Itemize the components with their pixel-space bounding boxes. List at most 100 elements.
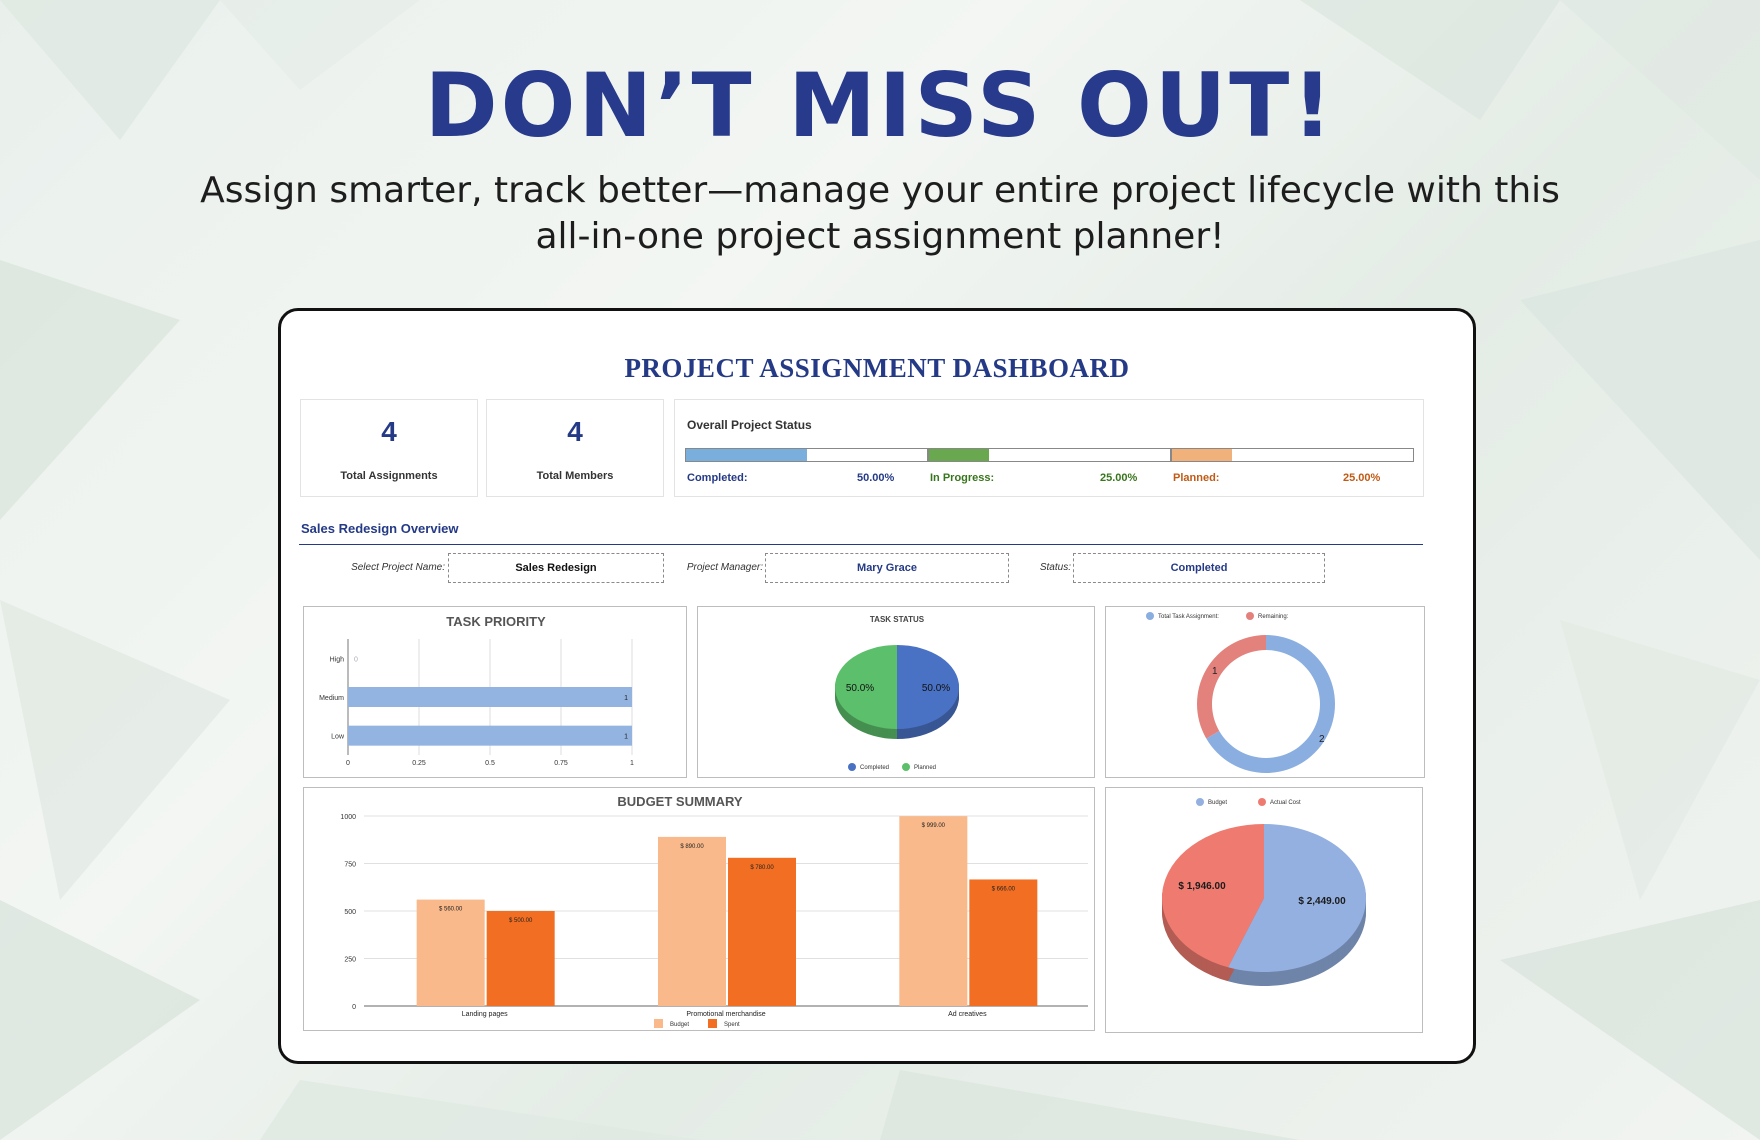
- y-tick-label: 0: [352, 1004, 356, 1011]
- data-label: $ 890.00: [680, 844, 704, 850]
- pie-slice-actual-cost: [1162, 824, 1264, 968]
- bar-spent: [969, 879, 1038, 1006]
- y-tick-label: 250: [344, 957, 356, 964]
- legend-swatch: [1196, 798, 1204, 806]
- bar-budget: [658, 836, 726, 1006]
- kpi-value: 4: [381, 416, 397, 447]
- task-status-chart: TASK STATUS 50.0% 50.0% Completed Planned: [697, 606, 1095, 778]
- kpi-total-members: 4 Total Members: [486, 399, 664, 497]
- overall-status-title: Overall Project Status: [687, 418, 812, 432]
- y-tick-label: Medium: [319, 695, 344, 702]
- project-name-label: Select Project Name:: [351, 562, 445, 573]
- bar-spent: [728, 857, 796, 1006]
- y-tick-label: 500: [344, 909, 356, 916]
- chart-title: TASK STATUS: [870, 615, 925, 624]
- dashboard-card: PROJECT ASSIGNMENT DASHBOARD 4 Total Ass…: [278, 308, 1476, 1064]
- section-title: Sales Redesign Overview: [301, 521, 459, 536]
- slice-label: 50.0%: [846, 683, 874, 694]
- y-tick-label: 1000: [340, 814, 356, 821]
- legend-swatch: [708, 1019, 717, 1028]
- project-manager-label: Project Manager:: [686, 562, 763, 573]
- status-bar-completed: [685, 448, 928, 462]
- bar-budget: [416, 899, 485, 1006]
- hero-title: DON’T MISS OUT!: [424, 54, 1336, 157]
- data-label: 1: [624, 695, 628, 702]
- bar-budget: [899, 816, 968, 1006]
- budget-summary-svg: BUDGET SUMMARY 0 250 500 750 1000 $ 560.00 $ 50…: [340, 794, 1088, 1028]
- overall-status-panel: Overall Project Status Completed: 50.00%…: [674, 399, 1424, 497]
- legend-swatch: [902, 763, 910, 771]
- task-priority-chart: TASK PRIORITY 0 0.25 0.5 0.75 1 High 0 Medium 1 Lo…: [303, 606, 687, 778]
- project-manager-field[interactable]: Mary Grace: [765, 553, 1009, 583]
- chart-title: BUDGET SUMMARY: [617, 794, 743, 809]
- slice-label: 1: [1212, 666, 1218, 677]
- task-assignment-donut: Total Task Assignment: Remaining: 2 1: [1105, 606, 1425, 778]
- legend-label: Completed: [860, 765, 889, 771]
- x-tick-label: 1: [630, 760, 634, 767]
- project-name-select[interactable]: Sales Redesign: [448, 553, 664, 583]
- data-label: $ 500.00: [509, 918, 533, 924]
- status-value-planned: 25.00%: [1343, 472, 1381, 484]
- task-status-svg: TASK STATUS 50.0% 50.0% Completed Planned: [835, 615, 959, 771]
- x-tick-label: Ad creatives: [948, 1011, 987, 1018]
- kpi-total-assignments: 4 Total Assignments: [300, 399, 478, 497]
- budget-summary-chart: BUDGET SUMMARY 0 250 500 750 1000 $ 560.00 $ 50…: [303, 787, 1095, 1031]
- legend-swatch: [1258, 798, 1266, 806]
- task-assignment-svg: Total Task Assignment: Remaining: 2 1: [1146, 612, 1335, 773]
- pie-slice-planned: [835, 645, 897, 729]
- legend-label: Remaining:: [1258, 614, 1289, 620]
- bar-low: [348, 725, 632, 746]
- y-tick-label: 750: [344, 862, 356, 869]
- x-tick-label: 0.5: [485, 760, 495, 767]
- slice-label: 2: [1319, 734, 1325, 745]
- legend-swatch: [1146, 612, 1154, 620]
- legend-swatch: [1246, 612, 1254, 620]
- status-bar-fill: [929, 449, 990, 461]
- x-tick-label: 0: [346, 760, 350, 767]
- legend-swatch: [848, 763, 856, 771]
- status-bar-planned: [1171, 448, 1414, 462]
- data-label: $ 780.00: [750, 865, 774, 871]
- slice-label: $ 2,449.00: [1298, 896, 1346, 907]
- kpi-value: 4: [567, 416, 583, 447]
- dashboard-title: PROJECT ASSIGNMENT DASHBOARD: [624, 353, 1130, 383]
- legend-label: Budget: [1208, 800, 1227, 806]
- status-bar-fill: [686, 449, 807, 461]
- y-tick-label: High: [330, 656, 345, 663]
- x-tick-label: 0.25: [412, 760, 426, 767]
- data-label: 1: [624, 734, 628, 741]
- bar-medium: [348, 687, 632, 707]
- status-bar-fill: [1172, 449, 1233, 461]
- legend-swatch: [654, 1019, 663, 1028]
- data-label: $ 560.00: [439, 907, 463, 913]
- status-value-in-progress: 25.00%: [1100, 472, 1138, 484]
- data-label: $ 999.00: [922, 823, 946, 829]
- kpi-label: Total Members: [536, 470, 614, 482]
- legend-label: Budget: [670, 1022, 689, 1028]
- data-label: $ 666.00: [992, 886, 1016, 892]
- pie-slice-completed: [897, 645, 959, 729]
- status-field[interactable]: Completed: [1073, 553, 1325, 583]
- budget-vs-cost-chart: Budget Actual Cost $ 2,449.00 $ 1,946.00: [1105, 787, 1423, 1033]
- chart-title: TASK PRIORITY: [446, 614, 546, 629]
- slice-label: $ 1,946.00: [1178, 881, 1226, 892]
- bar-spent: [486, 911, 555, 1006]
- x-tick-label: Promotional merchandise: [686, 1011, 765, 1018]
- slice-label: 50.0%: [922, 683, 950, 694]
- status-bar-in-progress: [928, 448, 1171, 462]
- hero-subtitle: Assign smarter, track better—manage your…: [160, 168, 1600, 260]
- y-tick-label: Low: [331, 734, 345, 741]
- hero-subtitle-line-1: Assign smarter, track better—manage your…: [200, 170, 1560, 211]
- status-label-completed: Completed:: [687, 472, 748, 484]
- donut-slice-remaining: [1197, 635, 1266, 739]
- section-divider: [299, 544, 1423, 545]
- kpi-label: Total Assignments: [340, 470, 438, 482]
- data-label: 0: [354, 656, 358, 663]
- legend-label: Spent: [724, 1022, 740, 1028]
- legend-label: Total Task Assignment:: [1158, 614, 1219, 620]
- task-priority-svg: TASK PRIORITY 0 0.25 0.5 0.75 1 High 0 Medium 1 Lo…: [319, 614, 634, 767]
- status-label-planned: Planned:: [1173, 472, 1220, 484]
- x-tick-label: 0.75: [554, 760, 568, 767]
- hero-subtitle-line-2: all-in-one project assignment planner!: [535, 216, 1225, 257]
